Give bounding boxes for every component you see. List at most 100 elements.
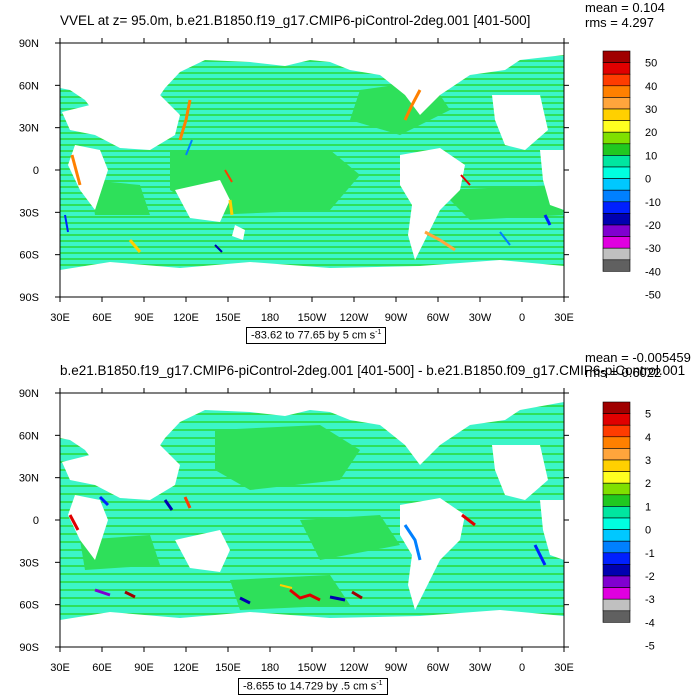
- colorbar-label: 0: [645, 525, 651, 537]
- colorbar-label: 50: [645, 58, 657, 70]
- x-tick-label: 150E: [215, 312, 241, 324]
- panel-1-boundary-currents: [64, 89, 552, 253]
- colorbar-label: 20: [645, 127, 657, 139]
- x-tick-label: 120E: [173, 662, 199, 674]
- y-tick-label: 90S: [19, 642, 39, 654]
- y-tick-label: 60N: [19, 80, 39, 92]
- colorbar-swatch: [602, 494, 631, 507]
- x-tick-label: 120E: [173, 312, 199, 324]
- colorbar-swatch: [602, 120, 631, 133]
- x-tick-label: 60W: [427, 662, 450, 674]
- colorbar-swatch: [602, 247, 631, 261]
- x-tick-label: 90W: [385, 312, 408, 324]
- colorbar-swatch: [602, 529, 631, 542]
- x-tick-label: 90E: [134, 312, 154, 324]
- x-tick-label: 30W: [469, 662, 492, 674]
- panel-2-land: [60, 393, 564, 647]
- panel-2-axes: 30E 60E 90E 120E 150E 180 150W 120W 90W 60W 30W 0 30…: [19, 388, 574, 674]
- colorbar-label: -3: [645, 594, 655, 606]
- panel-1-colorbar: 50 40 30 20 10 0 -10 -20 -30 -40 -50: [602, 50, 661, 302]
- y-tick-label: 60S: [19, 250, 39, 262]
- colorbar-swatch: [602, 97, 631, 110]
- panel-1-axes: 30E 60E 90E 120E 150E 180 150W 120W 90W 60W 30W 0 30…: [19, 38, 574, 324]
- colorbar-swatch: [602, 506, 631, 519]
- colorbar-swatch: [602, 62, 631, 75]
- panel-2-colorbar: 5 4 3 2 1 0 -1 -2 -3 -4 -5: [602, 401, 655, 653]
- y-tick-label: 30S: [19, 207, 39, 219]
- colorbar-swatch: [602, 517, 631, 530]
- x-tick-label: 180: [261, 312, 279, 324]
- y-tick-label: 90N: [19, 38, 39, 50]
- y-tick-label: 90N: [19, 388, 39, 400]
- colorbar-swatch: [602, 166, 631, 179]
- colorbar-swatch: [602, 598, 631, 612]
- x-tick-label: 120W: [340, 662, 369, 674]
- colorbar-swatch: [602, 575, 631, 588]
- y-tick-label: 0: [33, 165, 39, 177]
- colorbar-swatch: [602, 50, 631, 63]
- colorbar-label: -10: [645, 197, 661, 209]
- x-tick-label: 30E: [50, 312, 70, 324]
- colorbar-swatch: [602, 143, 631, 156]
- x-tick-label: 150W: [298, 312, 327, 324]
- panel-1-mean: mean = 0.104: [585, 0, 665, 15]
- panel-2-range-text: -8.655 to 14.729 by .5 cm s: [243, 680, 377, 693]
- colorbar-label: -2: [645, 571, 655, 583]
- colorbar-swatch: [602, 610, 631, 623]
- colorbar-label: -4: [645, 617, 655, 629]
- x-tick-label: 90W: [385, 662, 408, 674]
- colorbar-swatch: [602, 178, 631, 191]
- panel-1-range-text: -83.62 to 77.65 by 5 cm s: [251, 329, 376, 342]
- x-tick-label: 0: [519, 662, 525, 674]
- x-tick-label: 180: [261, 662, 279, 674]
- panel-2: b.e21.B1850.f19_g17.CMIP6-piControl-2deg…: [19, 350, 691, 674]
- colorbar-label: -50: [645, 290, 661, 302]
- colorbar-label: -20: [645, 220, 661, 232]
- colorbar-swatch: [602, 73, 631, 87]
- colorbar-label: 3: [645, 455, 651, 467]
- y-tick-label: 60N: [19, 430, 39, 442]
- panel-2-mean: mean = -0.005459: [585, 350, 691, 365]
- y-tick-label: 60S: [19, 600, 39, 612]
- colorbar-swatch: [602, 552, 631, 565]
- panel-2-map-field: [60, 393, 564, 647]
- colorbar-label: 5: [645, 409, 651, 421]
- x-tick-label: 60E: [92, 662, 112, 674]
- colorbar-swatch: [602, 85, 631, 98]
- colorbar-swatch: [602, 587, 631, 600]
- colorbar-swatch: [602, 413, 631, 426]
- x-tick-label: 120W: [340, 312, 369, 324]
- colorbar-swatch: [602, 189, 631, 203]
- panel-2-range-unit: -1: [376, 680, 383, 687]
- colorbar-label: 1: [645, 501, 651, 513]
- colorbar-swatch: [602, 564, 631, 577]
- x-tick-label: 30W: [469, 312, 492, 324]
- colorbar-label: 30: [645, 104, 657, 116]
- colorbar-swatch: [602, 482, 631, 496]
- colorbar-label: -5: [645, 641, 655, 653]
- colorbar-swatch: [602, 436, 631, 449]
- panel-1: VVEL at z= 95.0m, b.e21.B1850.f19_g17.CM…: [19, 0, 665, 324]
- y-tick-label: 30S: [19, 557, 39, 569]
- colorbar-swatch: [602, 131, 631, 145]
- colorbar-swatch: [602, 401, 631, 414]
- colorbar-label: -30: [645, 243, 661, 255]
- colorbar-label: 40: [645, 81, 657, 93]
- x-tick-label: 150W: [298, 662, 327, 674]
- colorbar-label: -1: [645, 548, 655, 560]
- colorbar-swatch: [602, 448, 631, 461]
- panel-1-rms: rms = 4.297: [585, 15, 654, 30]
- x-tick-label: 150E: [215, 662, 241, 674]
- y-tick-label: 90S: [19, 292, 39, 304]
- panel-2-title: b.e21.B1850.f19_g17.CMIP6-piControl-2deg…: [60, 363, 685, 378]
- panel-1-range-unit: -1: [375, 329, 382, 336]
- panel-2-rms: rms = 0.6022: [585, 365, 661, 380]
- x-tick-label: 90E: [134, 662, 154, 674]
- panel-1-land: [60, 43, 564, 297]
- panel-1-range-box: -83.62 to 77.65 by 5 cm s-1: [246, 327, 387, 344]
- colorbar-label: -40: [645, 266, 661, 278]
- colorbar-label: 0: [645, 174, 651, 186]
- panel-1-title: VVEL at z= 95.0m, b.e21.B1850.f19_g17.CM…: [60, 13, 530, 28]
- x-tick-label: 60E: [92, 312, 112, 324]
- y-tick-label: 30N: [19, 473, 39, 485]
